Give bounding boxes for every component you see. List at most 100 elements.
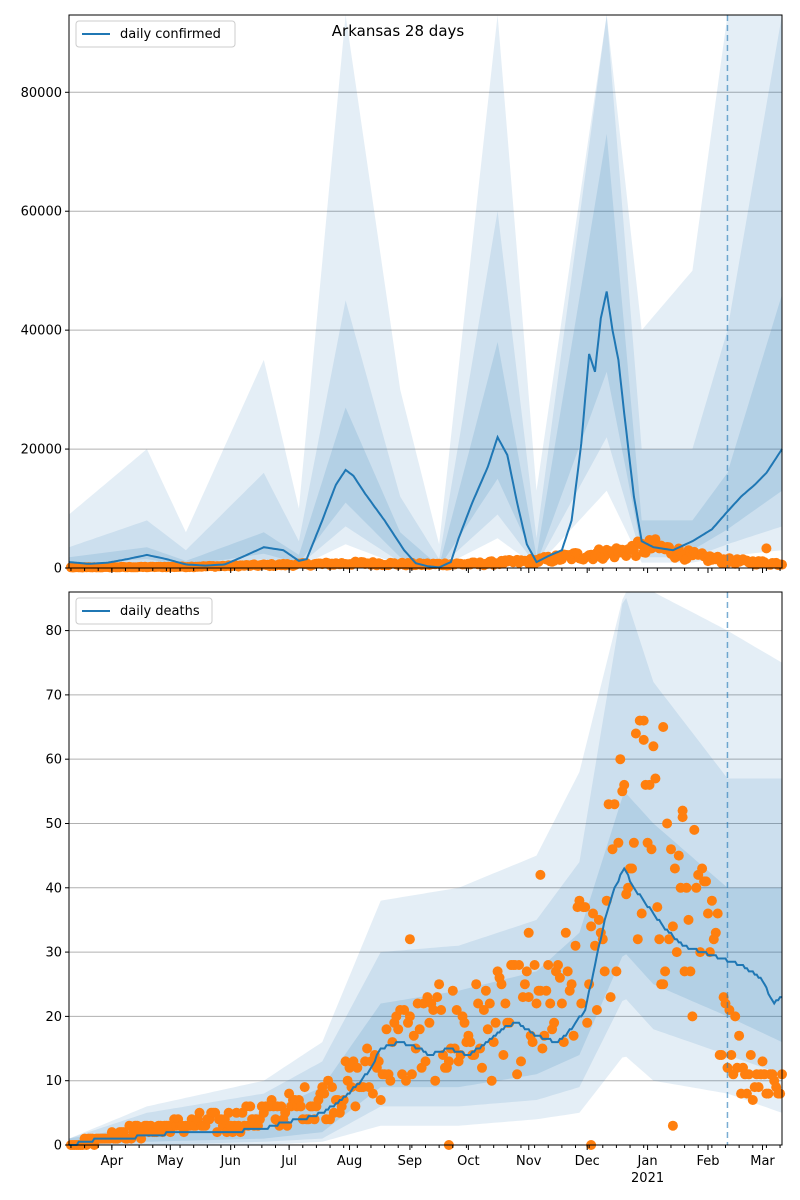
observed-point [607, 844, 618, 855]
model-line [68, 291, 783, 569]
observed-point [420, 1056, 431, 1067]
observed-point [763, 1088, 774, 1099]
observed-point [516, 1056, 526, 1067]
observed-point [295, 1101, 306, 1112]
confirmed-y-ticks: 0 20000 40000 60000 80000 [21, 86, 69, 577]
x-tick-label: May [157, 1154, 184, 1169]
observed-point [381, 1024, 392, 1035]
observed-point [615, 754, 626, 765]
observed-point [406, 1069, 417, 1080]
observed-point [757, 1056, 768, 1067]
observed-point [593, 914, 604, 925]
observed-point [245, 1101, 256, 1112]
observed-point [543, 960, 554, 970]
observed-point [660, 966, 671, 977]
y-tick-label: 40000 [21, 324, 62, 339]
y-tick-label: 50 [45, 817, 62, 832]
observed-point [484, 998, 495, 1009]
observed-point [432, 992, 443, 1003]
observed-point [465, 1037, 476, 1048]
observed-point [523, 992, 534, 1003]
observed-point [430, 1075, 441, 1086]
observed-point [726, 1050, 737, 1060]
observed-point [734, 1030, 745, 1041]
observed-point [554, 972, 565, 983]
observed-point [443, 1056, 454, 1067]
observed-point [775, 1088, 786, 1099]
observed-point [521, 966, 532, 977]
confirmed-gridlines [69, 91, 782, 450]
band-outer-area [69, 15, 782, 568]
observed-point [512, 1069, 523, 1080]
observed-point [605, 992, 616, 1003]
observed-point [666, 844, 676, 855]
observed-point [482, 1024, 493, 1035]
observed-point [486, 1075, 497, 1086]
observed-point [706, 895, 717, 906]
observed-point [350, 1101, 361, 1112]
observed-point [490, 1017, 501, 1028]
confirmed-model-line [68, 291, 783, 569]
observed-point [428, 1005, 439, 1015]
model-line [69, 866, 782, 1146]
deaths-legend-label: daily deaths [120, 604, 200, 619]
observed-point [451, 1005, 462, 1015]
x-tick-label: Feb [696, 1154, 719, 1169]
observed-point [677, 805, 688, 816]
observed-point [673, 850, 684, 861]
x-tick-label: Nov [516, 1154, 542, 1169]
band-mid-area [69, 15, 782, 568]
observed-point [710, 927, 721, 938]
observed-point [761, 543, 772, 554]
observed-point [619, 779, 630, 790]
x-year-label: 2021 [631, 1171, 664, 1186]
deaths-panel: 0 10 20 30 40 50 60 70 80 Apr May Jun Jul Aug Sep Oct N… [45, 591, 787, 1186]
observed-point [588, 908, 598, 919]
observed-point [478, 1005, 489, 1015]
observed-point [527, 1037, 538, 1048]
observed-point [480, 985, 491, 996]
band-inner-area [69, 793, 782, 1145]
y-tick-label: 20 [45, 1010, 62, 1025]
observed-point [611, 966, 622, 977]
observed-point [280, 1107, 291, 1118]
observed-point [636, 908, 647, 919]
observed-point [644, 779, 655, 790]
observed-point [671, 947, 682, 958]
y-tick-label: 80000 [21, 86, 62, 101]
observed-point [545, 998, 556, 1009]
observed-point [459, 1017, 470, 1028]
observed-point [623, 882, 634, 893]
y-tick-label: 40 [45, 881, 62, 896]
observed-point [576, 998, 587, 1009]
observed-point [648, 741, 659, 752]
y-tick-label: 70 [45, 688, 62, 703]
observed-point [393, 1024, 404, 1035]
confirmed-legend: daily confirmed [75, 20, 236, 48]
y-tick-label: 60 [45, 753, 62, 768]
observed-point [404, 1011, 415, 1022]
observed-point [593, 544, 604, 555]
observed-point [352, 1062, 363, 1073]
observed-point [473, 998, 484, 1009]
observed-point [223, 1107, 234, 1118]
deaths-model-line [69, 866, 782, 1146]
observed-point [447, 985, 458, 996]
observed-point [632, 934, 643, 945]
observed-point [712, 908, 723, 919]
observed-point [683, 914, 694, 925]
observed-point [650, 773, 661, 784]
observed-point [531, 998, 542, 1009]
observed-point [568, 1030, 579, 1041]
observed-point [628, 837, 639, 848]
deaths-y-ticks: 0 10 20 30 40 50 60 70 80 [45, 624, 69, 1154]
observed-point [664, 934, 674, 945]
observed-point [667, 921, 678, 932]
observed-point [553, 960, 563, 970]
observed-point [701, 876, 711, 887]
y-tick-label: 80 [45, 624, 62, 639]
observed-point [687, 1011, 698, 1022]
confirmed-legend-label: daily confirmed [120, 27, 221, 42]
y-tick-label: 20000 [21, 443, 62, 458]
observed-point [570, 940, 581, 951]
